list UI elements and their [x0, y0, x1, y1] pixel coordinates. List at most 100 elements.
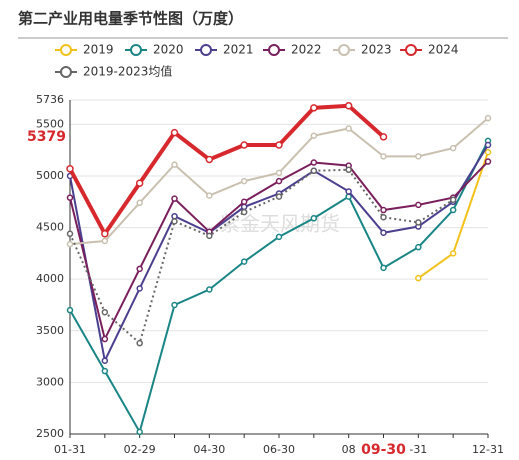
point [101, 357, 109, 364]
annotation: 5379 [27, 129, 66, 145]
y-tick-label: 2500 [36, 427, 64, 440]
point [101, 308, 109, 316]
y-tick-label: 5736 [36, 93, 64, 106]
point [275, 233, 283, 241]
point [415, 274, 422, 282]
point [66, 230, 74, 238]
point [415, 201, 422, 209]
point [101, 230, 109, 238]
legend-label: 2019 [83, 43, 114, 57]
legend-marker [200, 44, 212, 56]
legend-marker [268, 44, 280, 56]
point [101, 237, 109, 245]
point [171, 301, 178, 309]
point [415, 153, 422, 160]
point [66, 306, 74, 314]
point [275, 193, 283, 200]
point [136, 285, 143, 292]
x-tick-label: 02-29 [124, 443, 156, 456]
point [136, 428, 143, 436]
point [310, 167, 318, 175]
point [135, 179, 144, 187]
x-tick-label: 06-30 [263, 443, 295, 456]
x-tick-label: 12-31 [472, 443, 504, 456]
point [136, 339, 143, 347]
point [345, 166, 352, 174]
legend-label: 2021 [223, 43, 254, 57]
point [380, 206, 387, 214]
x-tick-label: 09-30 [361, 442, 406, 458]
point [449, 196, 457, 203]
point [240, 177, 248, 185]
point [206, 192, 213, 199]
point [380, 264, 387, 272]
series-line [69, 168, 454, 345]
point [379, 133, 388, 141]
point [310, 215, 318, 222]
point [310, 159, 318, 166]
point [275, 169, 283, 177]
point [136, 199, 143, 207]
legend-label: 2020 [153, 43, 184, 57]
point [171, 218, 178, 225]
point [205, 155, 214, 164]
point [484, 158, 492, 165]
point [449, 206, 457, 214]
point [484, 148, 492, 156]
point [380, 214, 387, 221]
point [344, 102, 353, 110]
legend-marker [405, 44, 417, 56]
point [206, 232, 213, 240]
point [484, 141, 492, 149]
legend-marker [338, 44, 350, 56]
y-tick-label: 4500 [36, 221, 64, 234]
legend-label: 2019-2023均值 [83, 64, 172, 79]
point [415, 243, 422, 251]
point [240, 203, 248, 211]
point [240, 208, 248, 216]
point [171, 161, 178, 168]
legend-label: 2023 [361, 43, 392, 57]
legend-marker [130, 44, 142, 56]
point [380, 229, 387, 236]
point [275, 141, 283, 149]
point [66, 194, 74, 201]
point [66, 164, 74, 173]
x-tick-label: 08 [342, 443, 356, 456]
y-tick-label: 5500 [36, 117, 64, 130]
x-tick-label: 04-30 [193, 443, 225, 456]
point [240, 141, 248, 149]
point [380, 153, 387, 160]
legend-marker [60, 66, 72, 78]
point [275, 177, 283, 185]
watermark: 紫金天风期货 [220, 212, 340, 236]
x-tick-label: 01-31 [54, 443, 86, 456]
point [345, 125, 352, 132]
point [171, 212, 178, 220]
point [136, 265, 143, 273]
point [101, 367, 109, 375]
point [206, 286, 213, 293]
point [484, 114, 492, 122]
legend-marker [60, 44, 72, 56]
point [415, 219, 422, 226]
point [310, 104, 318, 112]
legend-label: 2022 [291, 43, 322, 57]
point [449, 250, 457, 257]
point [66, 240, 74, 248]
x-tick-label: -31 [409, 443, 427, 456]
point [345, 188, 352, 195]
legend-label: 2024 [428, 43, 459, 57]
point [310, 132, 318, 139]
y-tick-label: 5000 [36, 169, 64, 182]
point [240, 198, 248, 206]
point [449, 144, 457, 152]
y-tick-label: 4000 [36, 272, 64, 285]
point [171, 195, 178, 202]
y-tick-label: 3500 [36, 324, 64, 337]
chart-title: 第二产业用电量季节性图（万度） [18, 10, 243, 28]
y-tick-label: 3000 [36, 375, 64, 388]
point [240, 258, 248, 265]
